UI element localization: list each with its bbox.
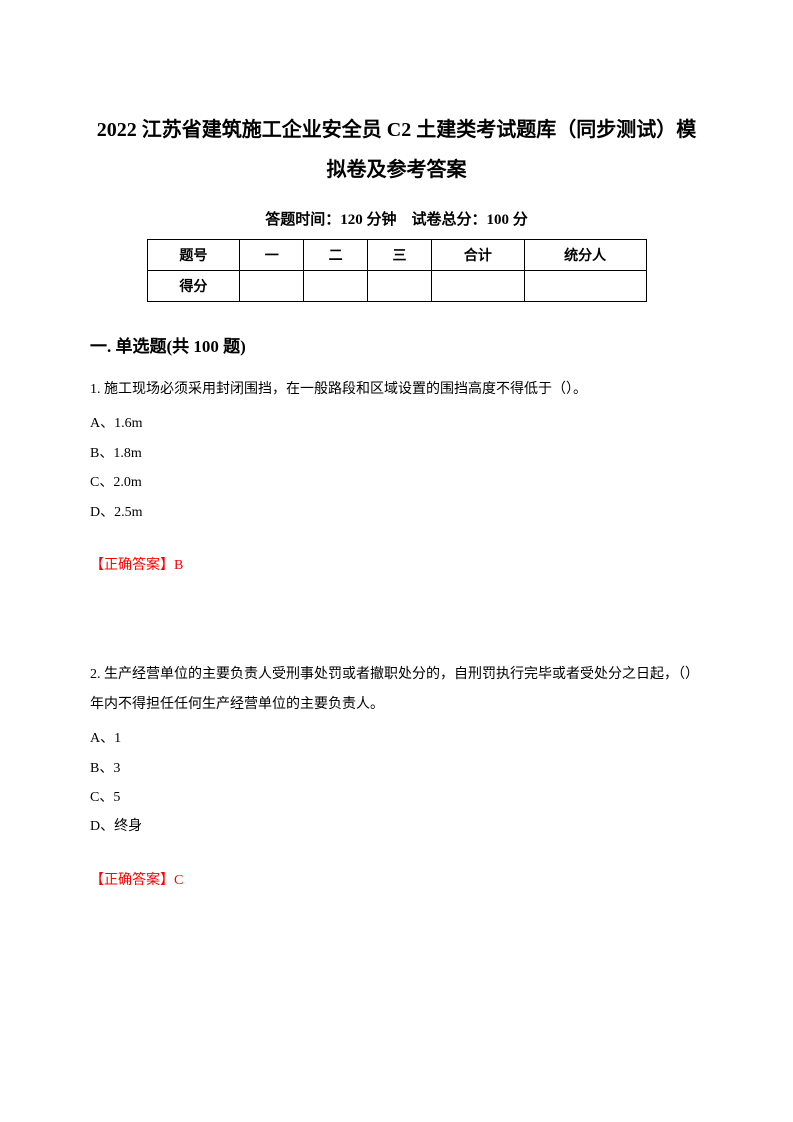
table-cell: 合计 [432, 240, 525, 271]
question-2-option-c: C、5 [90, 783, 703, 812]
answer-label: 【正确答案】 [90, 873, 174, 888]
table-cell [432, 271, 525, 302]
table-cell [304, 271, 368, 302]
question-1-option-c: C、2.0m [90, 468, 703, 497]
table-cell: 题号 [147, 240, 240, 271]
table-cell [524, 271, 646, 302]
table-cell: 三 [368, 240, 432, 271]
question-2-option-d: D、终身 [90, 812, 703, 841]
table-cell: 一 [240, 240, 304, 271]
question-1-text: 1. 施工现场必须采用封闭围挡，在一般路段和区域设置的围挡高度不得低于（）。 [90, 375, 703, 404]
question-1-option-b: B、1.8m [90, 439, 703, 468]
table-cell: 得分 [147, 271, 240, 302]
score-table: 题号 一 二 三 合计 统分人 得分 [147, 239, 647, 302]
table-cell: 统分人 [524, 240, 646, 271]
question-2-option-a: A、1 [90, 724, 703, 753]
table-cell [368, 271, 432, 302]
question-1-answer: 【正确答案】B [90, 551, 703, 580]
question-2-text: 2. 生产经营单位的主要负责人受刑事处罚或者撤职处分的，自刑罚执行完毕或者受处分… [90, 660, 703, 719]
document-title: 2022 江苏省建筑施工企业安全员 C2 土建类考试题库（同步测试）模拟卷及参考… [90, 110, 703, 190]
table-cell: 二 [304, 240, 368, 271]
answer-label: 【正确答案】 [90, 558, 174, 573]
question-2-answer: 【正确答案】C [90, 866, 703, 895]
question-1-option-d: D、2.5m [90, 498, 703, 527]
section-title: 一. 单选题(共 100 题) [90, 332, 703, 357]
table-cell [240, 271, 304, 302]
question-2-option-b: B、3 [90, 754, 703, 783]
answer-letter: B [174, 558, 183, 573]
table-row: 得分 [147, 271, 646, 302]
question-1-option-a: A、1.6m [90, 409, 703, 438]
exam-info: 答题时间：120 分钟 试卷总分：100 分 [90, 208, 703, 229]
table-row: 题号 一 二 三 合计 统分人 [147, 240, 646, 271]
answer-letter: C [174, 873, 183, 888]
